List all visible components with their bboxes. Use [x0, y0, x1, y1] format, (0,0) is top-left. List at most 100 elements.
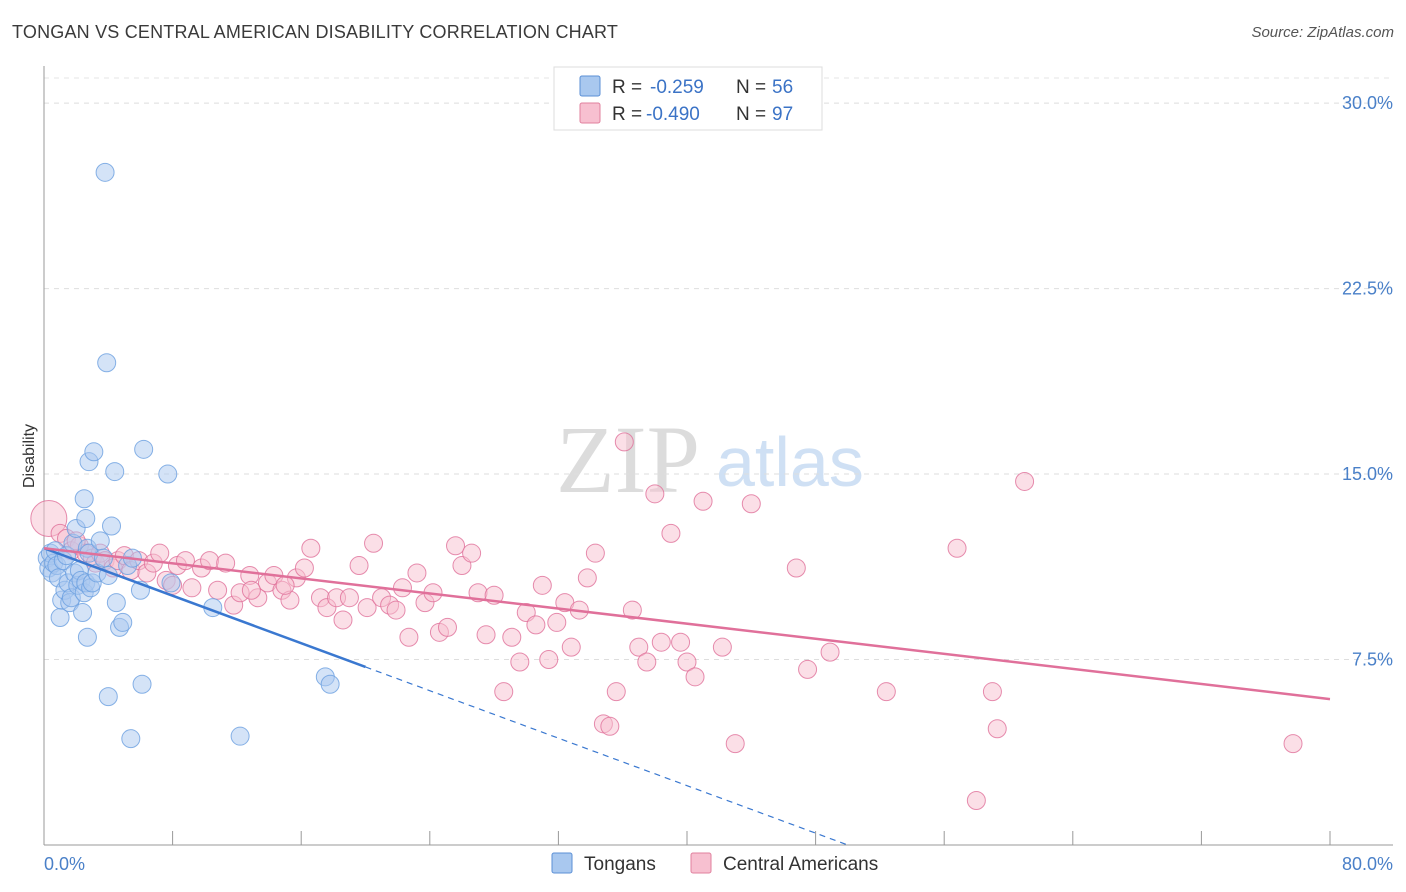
central-american-point — [712, 637, 732, 657]
central-american-point — [645, 484, 665, 504]
legend-n-label-tongans: N = — [736, 77, 766, 98]
central-american-point — [606, 682, 626, 702]
series-tongans — [37, 162, 340, 749]
central-american-point — [614, 432, 634, 452]
central-american-point — [798, 659, 818, 679]
tongan-point — [90, 531, 110, 551]
central-american-point — [386, 600, 406, 620]
central-american-trend-line — [43, 546, 1331, 701]
central-american-point — [175, 551, 195, 571]
central-american-point — [820, 642, 840, 662]
central-american-point — [208, 580, 228, 600]
central-american-point — [333, 610, 353, 630]
watermark-zip: ZIP — [556, 406, 700, 513]
tongan-point — [102, 516, 122, 536]
central-american-point — [301, 538, 321, 558]
central-american-point — [622, 600, 642, 620]
tongan-point — [230, 726, 250, 746]
central-american-point — [876, 682, 896, 702]
central-american-point — [294, 558, 314, 578]
central-american-point — [982, 682, 1002, 702]
y-tick-label: 7.5% — [1352, 650, 1393, 670]
central-american-point — [966, 790, 986, 810]
tongan-point — [134, 439, 154, 459]
central-american-point — [585, 543, 605, 563]
central-american-point — [637, 652, 657, 672]
central-american-point — [651, 632, 671, 652]
legend-bottom-label-central-americans: Central Americans — [723, 854, 878, 875]
central-american-point — [725, 734, 745, 754]
legend-top: R = -0.259 N = 56 R = -0.490 N = 97 — [553, 66, 823, 131]
tongan-point — [73, 603, 93, 623]
y-tick-labels: 7.5% 15.0% 22.5% 30.0% — [1342, 93, 1393, 669]
axes — [43, 66, 1393, 846]
tongan-point — [113, 612, 133, 632]
central-american-point — [494, 682, 514, 702]
legend-r-value-central-americans: -0.490 — [646, 104, 700, 125]
tongan-point — [320, 674, 340, 694]
central-american-point — [600, 716, 620, 736]
central-american-point — [364, 533, 384, 553]
central-american-point — [671, 632, 691, 652]
central-american-point — [357, 598, 377, 618]
tongan-trend-extension — [365, 666, 848, 846]
tongan-point — [76, 509, 96, 529]
chart-title: TONGAN VS CENTRAL AMERICAN DISABILITY CO… — [12, 22, 619, 42]
central-american-point — [685, 667, 705, 687]
central-american-point — [476, 625, 496, 645]
central-american-point — [150, 543, 170, 563]
legend-n-value-tongans: 56 — [772, 77, 793, 98]
tongan-point — [77, 627, 97, 647]
central-american-point — [561, 637, 581, 657]
legend-bottom-label-tongans: Tongans — [584, 854, 656, 875]
x-tick-label: 80.0% — [1342, 854, 1393, 874]
tongan-point — [84, 442, 104, 462]
tongan-point — [132, 674, 152, 694]
tongan-point — [98, 687, 118, 707]
tongan-trend-line — [43, 547, 366, 669]
central-american-point — [437, 617, 457, 637]
tongan-point — [161, 573, 181, 593]
tongan-point — [105, 462, 125, 482]
series-central-americans — [30, 432, 1303, 810]
watermark: ZIP atlas — [556, 406, 864, 513]
central-american-point — [241, 580, 261, 600]
central-american-point — [526, 615, 546, 635]
central-american-point — [947, 538, 967, 558]
legend-r-value-tongans: -0.259 — [650, 77, 704, 98]
central-american-point — [275, 575, 295, 595]
tongan-point — [158, 464, 178, 484]
x-tick-label: 0.0% — [44, 854, 85, 874]
y-tick-label: 15.0% — [1342, 464, 1393, 484]
central-american-point — [629, 637, 649, 657]
tongan-point — [93, 548, 113, 568]
central-american-point — [502, 627, 522, 647]
tongan-point — [74, 489, 94, 509]
central-american-point — [216, 553, 236, 573]
central-american-point — [446, 536, 466, 556]
y-axis-label: Disability — [21, 424, 38, 488]
central-american-point — [392, 578, 412, 598]
central-american-point — [539, 650, 559, 670]
central-american-point — [349, 556, 369, 576]
tongan-point — [97, 353, 117, 373]
watermark-atlas: atlas — [716, 423, 864, 501]
legend-n-label-central-americans: N = — [736, 104, 766, 125]
legend-bottom-swatch-central-americans — [690, 852, 712, 874]
central-american-point — [577, 568, 597, 588]
central-american-point — [1015, 471, 1035, 491]
central-american-point — [399, 627, 419, 647]
central-american-point — [741, 494, 761, 514]
central-american-point — [510, 652, 530, 672]
legend-swatch-central-americans — [579, 102, 601, 124]
legend-r-label-central-americans: R = — [612, 104, 642, 125]
central-american-point — [462, 543, 482, 563]
legend-bottom-swatch-tongans — [551, 852, 573, 874]
central-american-point — [661, 523, 681, 543]
legend-swatch-tongans — [579, 75, 601, 97]
trend-lines — [43, 546, 1331, 846]
y-tick-label: 22.5% — [1342, 279, 1393, 299]
central-american-point — [786, 558, 806, 578]
tongan-point — [121, 729, 141, 749]
